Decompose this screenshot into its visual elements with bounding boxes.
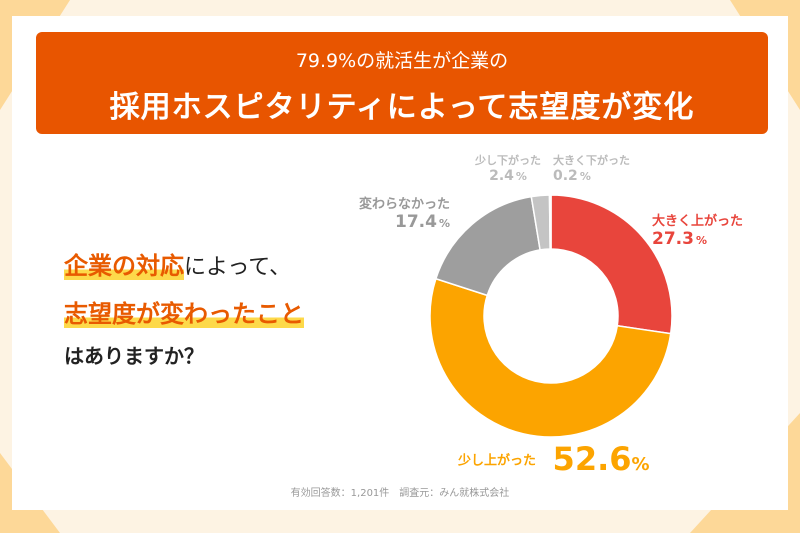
question-line-2: 志望度が変わったこと <box>64 294 304 329</box>
question-line-3: はありますか？ <box>64 344 204 368</box>
label-value: 17.4 <box>395 212 437 232</box>
label-greatly-down: 大きく下がった 0.2% <box>553 152 633 184</box>
label-value: 27.3 <box>652 229 694 249</box>
label-unit: % <box>579 170 591 183</box>
question-highlight-1: 企業の対応 <box>64 252 184 280</box>
label-name: 少し上がった <box>458 453 537 469</box>
label-name: 大きく上がった <box>652 214 744 229</box>
label-slightly-up: 少し上がった 52.6% <box>458 440 650 478</box>
label-greatly-up: 大きく上がった 27.3% <box>652 210 743 249</box>
question-highlight-2: 志望度が変わったこと <box>64 300 304 328</box>
label-unchanged: 変わらなかった 17.4% <box>350 193 450 232</box>
donut-slice-2 <box>434 195 541 297</box>
label-unit: % <box>631 454 650 475</box>
donut-slice-1 <box>429 277 672 438</box>
label-value: 52.6 <box>552 440 632 478</box>
label-unit: % <box>438 217 450 230</box>
footer-source: 有効回答数：1,201件 調査元：みん就株式会社 <box>290 488 510 499</box>
header-banner: 79.9%の就活生が企業の 採用ホスピタリティによって志望度が変化 <box>36 32 768 134</box>
label-value: 0.2 <box>553 168 578 184</box>
header-subtitle: 79.9%の就活生が企業の <box>295 50 509 72</box>
label-unit: % <box>515 170 527 183</box>
label-name: 大きく下がった <box>553 154 630 167</box>
question-text-1: によって、 <box>184 255 292 280</box>
label-name: 変わらなかった <box>358 197 450 212</box>
label-unit: % <box>695 234 707 247</box>
label-value: 2.4 <box>489 168 514 184</box>
donut-slice-4 <box>548 194 552 250</box>
label-name: 少し下がった <box>475 154 541 167</box>
donut-slice-0 <box>550 194 673 335</box>
label-slightly-down: 少し下がった 2.4% <box>468 152 548 184</box>
question-line-1: 企業の対応によって、 <box>64 246 291 281</box>
header-title: 採用ホスピタリティによって志望度が変化 <box>109 90 695 125</box>
